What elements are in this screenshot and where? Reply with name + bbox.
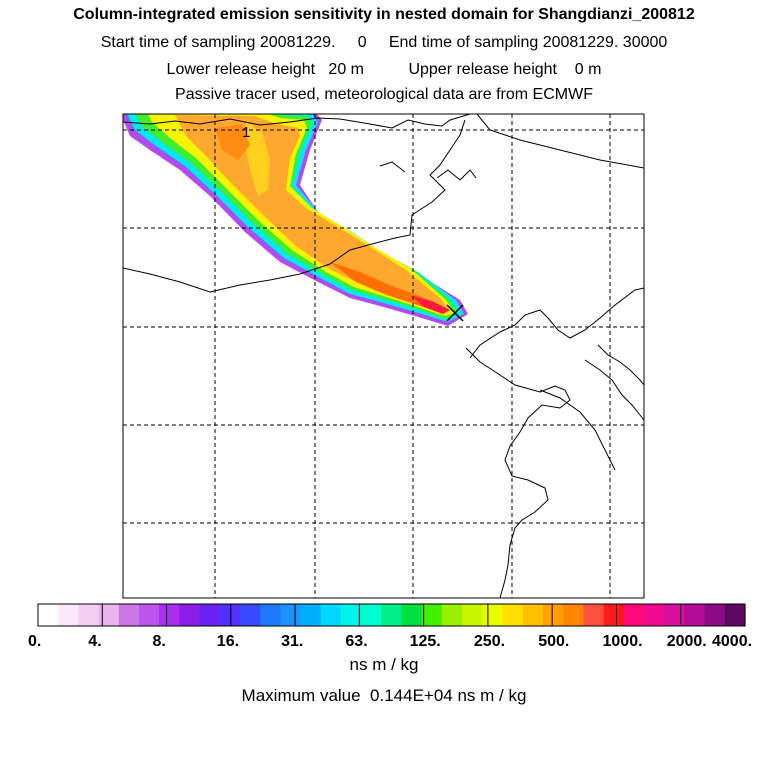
colorbar-tick-label: 500. [538, 633, 569, 650]
colorbar-swatch [159, 604, 180, 626]
colorbar-swatch [421, 604, 443, 626]
colorbar-swatch [644, 604, 665, 626]
colorbar-swatch [260, 604, 281, 626]
colorbar-swatch [704, 604, 726, 626]
map-frame [122, 113, 645, 599]
plume-layer [123, 114, 468, 326]
coastlines [123, 114, 644, 598]
colorbar-swatch [240, 604, 261, 626]
colorbar-swatch [219, 604, 241, 626]
colorbar-tick-label: 2000. [667, 633, 707, 650]
contour-label: 1 [242, 124, 250, 141]
colorbar-swatch [482, 604, 504, 626]
colorbar-swatch [381, 604, 403, 626]
plume-streak [244, 122, 270, 196]
colorbar-swatch [58, 604, 79, 626]
colorbar-swatch [442, 604, 463, 626]
tracer-info-line: Passive tracer used, meteorological data… [175, 86, 593, 103]
colorbar-swatch [684, 604, 706, 626]
colorbar-swatch [139, 604, 160, 626]
x-marker-icon [446, 304, 464, 322]
colorbar-swatch [401, 604, 423, 626]
colorbar-tick-label: 8. [153, 633, 166, 650]
colorbar-frame [37, 603, 746, 627]
plume-upper-patch [215, 124, 250, 160]
colorbar-swatch [361, 604, 382, 626]
colorbar-swatch [300, 604, 322, 626]
graticule [123, 114, 644, 598]
plot-title: Column-integrated emission sensitivity i… [73, 6, 695, 23]
colorbar-swatch [341, 604, 362, 626]
colorbar-tick-label: 16. [217, 633, 239, 650]
colorbar-tick-label: 250. [474, 633, 505, 650]
colorbar-swatch [320, 604, 342, 626]
colorbar-tick-label: 125. [410, 633, 441, 650]
colorbar-swatch [118, 604, 140, 626]
sampling-time-line: Start time of sampling 20081229. 0 End t… [100, 34, 668, 51]
colorbar-swatch [664, 604, 685, 626]
colorbar-swatch [179, 604, 201, 626]
colorbar-units: ns m / kg [349, 655, 419, 674]
release-height-line: Lower release height 20 m Upper release … [166, 61, 602, 78]
colorbar: 0. 4. 8. 16. 31. 63. 125. 250. 500. 1000. 2000. 400… [28, 603, 752, 650]
emission-sensitivity-map: 1 [122, 113, 645, 599]
maximum-value-line: Maximum value 0.144E+04 ns m / kg [241, 686, 527, 705]
colorbar-swatch [522, 604, 544, 626]
colorbar-tick-label: 1000. [603, 633, 643, 650]
colorbar-swatch [603, 604, 625, 626]
colorbar-tick-label: 63. [345, 633, 367, 650]
plume-orange-core [175, 115, 450, 313]
colorbar-tick-label: 31. [281, 633, 303, 650]
colorbar-swatch [78, 604, 100, 626]
colorbar-swatch [583, 604, 605, 626]
colorbar-tick-label: 4. [88, 633, 101, 650]
colorbar-swatch [280, 604, 302, 626]
colorbar-swatch [724, 604, 746, 626]
colorbar-swatch [98, 604, 120, 626]
colorbar-swatch [543, 604, 564, 626]
colorbar-swatch [199, 604, 221, 626]
colorbar-swatch [462, 604, 483, 626]
colorbar-swatch [623, 604, 645, 626]
colorbar-labels: 0. 4. 8. 16. 31. 63. 125. 250. 500. 1000. 2000. 400… [28, 604, 752, 650]
colorbar-swatch [38, 604, 59, 626]
colorbar-swatch [502, 604, 524, 626]
colorbar-swatch [563, 604, 584, 626]
colorbar-swatches [38, 604, 746, 626]
colorbar-tick-label: 4000. [712, 633, 752, 650]
colorbar-tick-label: 0. [28, 633, 41, 650]
plume-maximum [412, 296, 450, 314]
